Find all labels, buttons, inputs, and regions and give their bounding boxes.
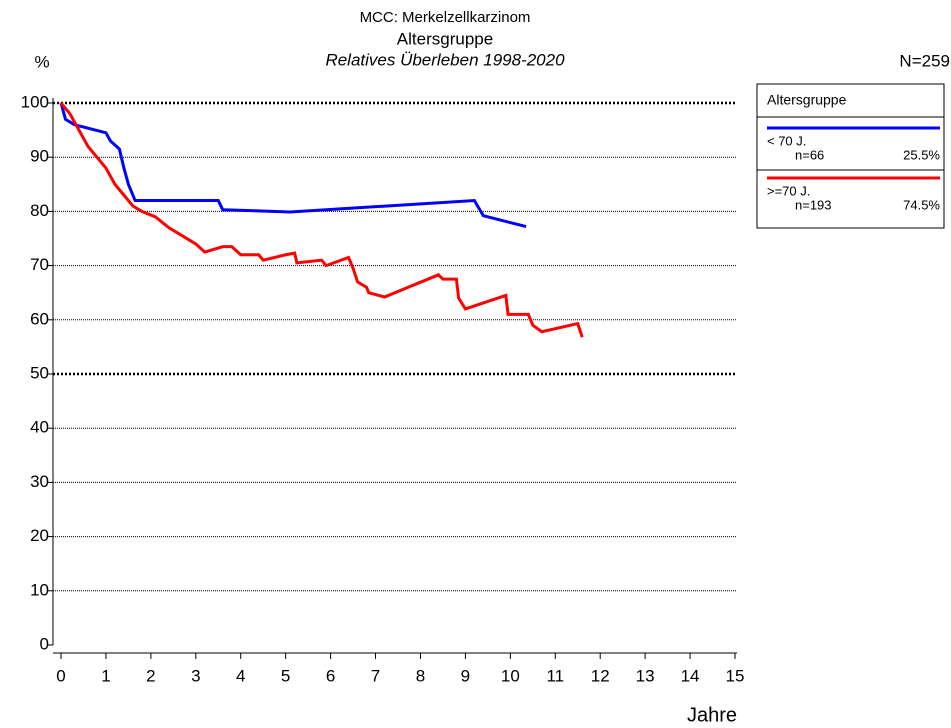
x-tick-label: 7 bbox=[371, 666, 380, 685]
x-tick-label: 11 bbox=[546, 666, 564, 685]
y-tick-label: 30 bbox=[30, 472, 49, 491]
legend-count: n=193 bbox=[795, 197, 832, 212]
legend-percent: 74.5% bbox=[903, 197, 940, 212]
y-tick-label: 80 bbox=[30, 201, 49, 220]
legend-percent: 25.5% bbox=[903, 147, 940, 162]
y-tick-label: 70 bbox=[30, 255, 49, 274]
legend-count: n=66 bbox=[795, 147, 824, 162]
legend-label: < 70 J. bbox=[767, 133, 806, 148]
x-tick-label: 5 bbox=[281, 666, 290, 685]
x-tick-label: 13 bbox=[636, 666, 655, 685]
y-tick-label: 50 bbox=[30, 363, 49, 382]
x-tick-label: 14 bbox=[681, 666, 700, 685]
x-tick-label: 2 bbox=[146, 666, 155, 685]
y-tick-label: 90 bbox=[30, 147, 49, 166]
x-tick-label: 6 bbox=[326, 666, 335, 685]
x-axis-label: Jahre bbox=[687, 704, 737, 726]
legend-title: Altersgruppe bbox=[767, 92, 847, 108]
legend-label: >=70 J. bbox=[767, 183, 810, 198]
y-tick-label: 20 bbox=[30, 526, 49, 545]
x-tick-label: 12 bbox=[591, 666, 610, 685]
y-tick-label: 40 bbox=[30, 418, 49, 437]
x-tick-label: 0 bbox=[56, 666, 65, 685]
legend-box bbox=[756, 83, 945, 229]
y-tick-label: 10 bbox=[30, 580, 49, 599]
y-axis-label: % bbox=[34, 52, 49, 71]
x-tick-label: 1 bbox=[101, 666, 110, 685]
x-tick-label: 15 bbox=[726, 666, 745, 685]
x-tick-label: 10 bbox=[501, 666, 520, 685]
y-tick-label: 60 bbox=[30, 309, 49, 328]
total-count: N=259 bbox=[899, 51, 950, 70]
y-tick-label: 0 bbox=[40, 634, 49, 653]
survival-line bbox=[59, 102, 584, 338]
y-tick-label: 100 bbox=[21, 92, 49, 111]
chart-subtitle: Relatives Überleben 1998-2020 bbox=[325, 50, 565, 69]
survival-line bbox=[59, 102, 527, 229]
x-tick-label: 8 bbox=[416, 666, 425, 685]
x-tick-label: 3 bbox=[191, 666, 200, 685]
x-tick-label: 4 bbox=[236, 666, 245, 685]
chart-title: MCC: Merkelzellkarzinom bbox=[360, 9, 531, 26]
chart-subtitle: Altersgruppe bbox=[397, 29, 493, 48]
x-tick-label: 9 bbox=[461, 666, 470, 685]
